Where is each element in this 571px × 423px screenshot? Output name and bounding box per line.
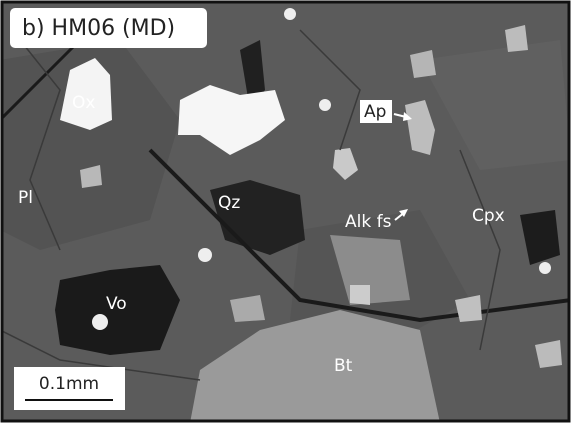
mineral-label: Cpx (472, 206, 505, 226)
mineral-label: Ox (72, 93, 95, 113)
mineral-label: Qz (218, 193, 240, 213)
micrograph: b) HM06 (MD) Ox Ap Pl Qz Alk fs Cpx Vo B… (0, 0, 571, 423)
mineral-label: Pl (18, 188, 33, 208)
mineral-label: Alk fs (345, 212, 392, 232)
mineral-label: Ap (364, 102, 386, 122)
panel-label: b) HM06 (MD) (22, 16, 175, 41)
scale-bar-label: 0.1mm (39, 374, 99, 394)
mineral-label: Bt (334, 356, 353, 376)
mineral-label: Vo (106, 294, 127, 314)
page: {"panel_label": "b) HM06 (MD)", "labels"… (0, 0, 571, 423)
